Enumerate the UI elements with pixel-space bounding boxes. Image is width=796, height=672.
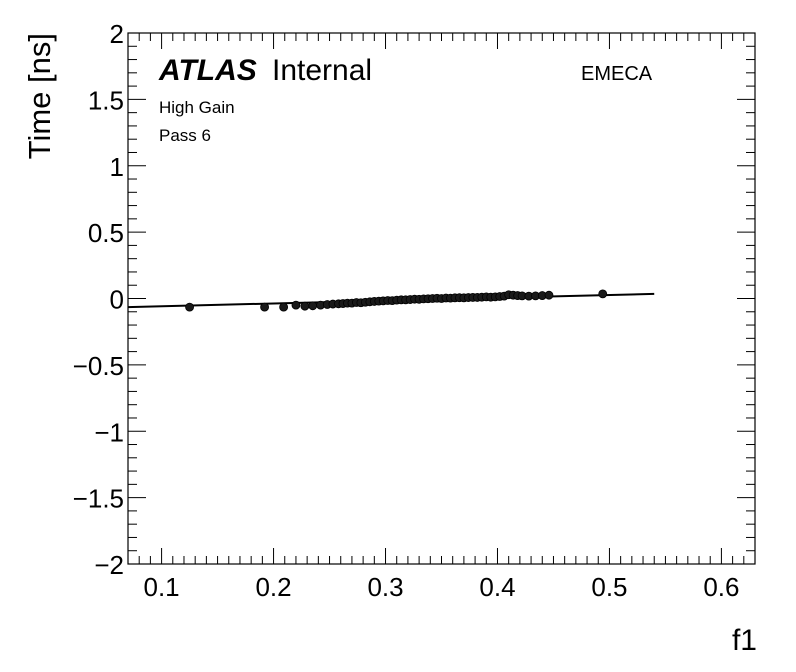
data-point (308, 301, 318, 311)
y-tick-label: 1 (110, 152, 124, 182)
data-point (291, 300, 301, 310)
x-tick-label: 0.5 (591, 572, 627, 602)
x-tick-label: 0.2 (255, 572, 291, 602)
x-tick-label: 0.1 (144, 572, 180, 602)
data-point (300, 301, 310, 311)
internal-label: Internal (272, 54, 372, 87)
y-tick-label: −0.5 (73, 351, 124, 381)
data-point (260, 302, 269, 312)
data-point (279, 302, 289, 312)
y-tick-label: 0 (110, 285, 124, 315)
data-point (185, 302, 194, 312)
y-tick-label: −2 (94, 550, 124, 580)
pass-label: Pass 6 (159, 126, 211, 145)
y-tick-label: 0.5 (88, 218, 124, 248)
data-point (544, 290, 554, 300)
y-axis-label: Time [ns] (22, 33, 57, 159)
axis-tick-labels: 0.1 0.2 0.3 0.4 0.5 0.6 −2 −1.5 −1 −0.5 0 0.5 1 1.5 2 (73, 19, 740, 602)
x-tick-label: 0.4 (479, 572, 515, 602)
region-label: EMECA (581, 63, 653, 85)
y-tick-label: 1.5 (88, 85, 124, 115)
data-point (598, 289, 608, 299)
y-tick-label: 2 (110, 19, 124, 49)
gain-label: High Gain (159, 98, 235, 117)
y-tick-label: −1.5 (73, 484, 124, 514)
axis-ticks (127, 32, 756, 565)
x-tick-label: 0.6 (703, 572, 739, 602)
x-tick-label: 0.3 (367, 572, 403, 602)
data-points (185, 289, 608, 312)
x-axis-label: f1 (732, 624, 757, 657)
y-tick-label: −1 (94, 417, 124, 447)
atlas-label: ATLAS (158, 54, 257, 87)
